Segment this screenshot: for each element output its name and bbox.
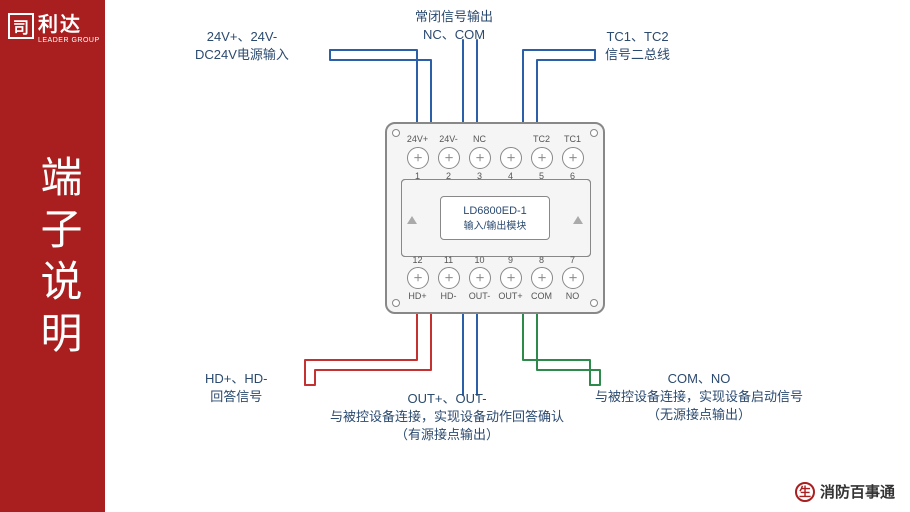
terminal: 7NO [559,255,587,302]
wire-label-top1: 24V+、24V-DC24V电源输入 [195,28,289,64]
footer-text: 消防百事通 [820,481,895,502]
wire-label-top2: 常闭信号输出NC、COM [415,8,493,44]
bot-terminal-row: 12HD+11HD-10OUT-9OUT+8COM7NO [387,255,603,302]
screw-icon [590,129,598,137]
terminal: 24V-2 [435,134,463,181]
page-title: 端子说明 [28,155,89,363]
terminal: TC25 [528,134,556,181]
terminal: 24V+1 [404,134,432,181]
terminal: 11HD- [435,255,463,302]
module-model: LD6800ED-1 [463,205,527,217]
footer-brand: 生 消防百事通 [795,481,895,502]
wire-label-bot2: OUT+、OUT-与被控设备连接，实现设备动作回答确认（有源接点输出） [330,390,564,445]
terminal: TC16 [559,134,587,181]
triangle-marker-left [407,216,417,224]
footer-icon: 生 [795,482,815,502]
terminal: 12HD+ [404,255,432,302]
terminal: 10OUT- [466,255,494,302]
terminal: 4 [497,134,525,181]
logo-icon: 司 [8,13,34,39]
triangle-marker-right [573,216,583,224]
terminal: 9OUT+ [497,255,525,302]
logo-en: LEADER GROUP [38,37,100,44]
wire-label-bot3: COM、NO与被控设备连接，实现设备启动信号（无源接点输出） [595,370,803,425]
screw-icon [392,129,400,137]
module-label-box: LD6800ED-1 输入/输出模块 [440,196,550,240]
terminal: 8COM [528,255,556,302]
wire-label-bot1: HD+、HD-回答信号 [205,370,267,406]
diagram-area: 24V+124V-2NC34TC25TC16 LD6800ED-1 输入/输出模… [105,0,910,512]
terminal: NC3 [466,134,494,181]
top-terminal-row: 24V+124V-2NC34TC25TC16 [387,134,603,181]
brand-logo: 司 利达 LEADER GROUP [8,8,100,44]
logo-cn: 利达 [38,8,100,37]
sidebar: 司 利达 LEADER GROUP 端子说明 [0,0,105,512]
module-sub: 输入/输出模块 [464,217,527,232]
wire-label-top3: TC1、TC2信号二总线 [605,28,670,64]
module-body: 24V+124V-2NC34TC25TC16 LD6800ED-1 输入/输出模… [385,122,605,314]
